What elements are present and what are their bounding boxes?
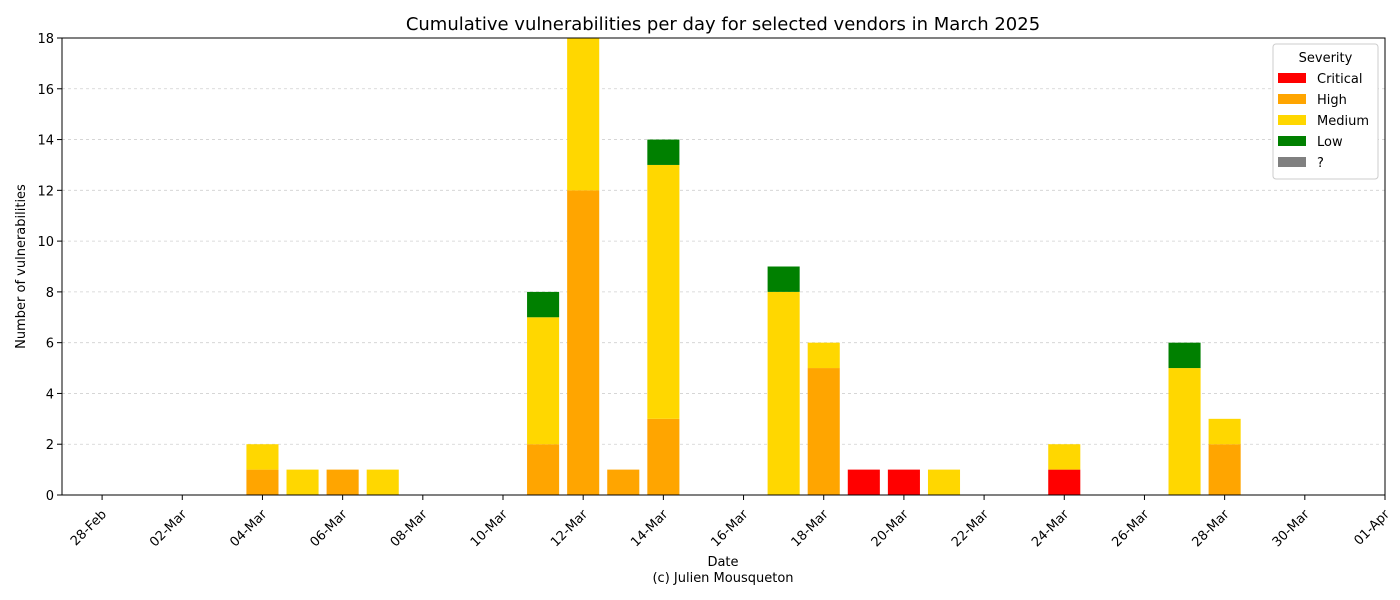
bar-critical <box>887 469 920 495</box>
x-tick-label: 10-Mar <box>468 507 511 550</box>
bar-medium <box>647 164 680 419</box>
bar-medium <box>1208 418 1241 445</box>
x-tick-label: 18-Mar <box>789 507 832 550</box>
y-axis: 0 2 4 6 8 10 12 14 16 18 <box>37 32 62 504</box>
x-axis: 28-Feb 02-Mar 04-Mar 06-Mar 08-Mar 10-Mar 12-M… <box>68 495 1393 550</box>
bar-medium <box>527 317 560 445</box>
bar-low <box>1168 342 1201 369</box>
legend-label: High <box>1317 93 1347 108</box>
legend: Severity Critical High Medium Low? <box>1272 43 1379 180</box>
x-tick-label: 01-Apr <box>1352 507 1394 549</box>
x-axis-label: Date <box>707 555 738 570</box>
x-tick-label: 28-Mar <box>1189 507 1232 550</box>
x-tick-label: 26-Mar <box>1109 507 1152 550</box>
y-tick-label: 2 <box>46 438 54 453</box>
x-tick-label: 20-Mar <box>869 507 912 550</box>
bar-medium <box>366 469 399 495</box>
x-tick-label: 30-Mar <box>1270 507 1313 550</box>
bar-medium <box>927 469 961 495</box>
y-tick-label: 0 <box>46 489 54 504</box>
y-tick-label: 18 <box>37 32 54 47</box>
bar-high <box>567 190 600 496</box>
y-tick-label: 14 <box>37 134 54 149</box>
x-tick-label: 12-Mar <box>548 507 591 550</box>
bar-medium <box>767 291 800 495</box>
legend-label: Critical <box>1317 72 1362 87</box>
y-tick-label: 8 <box>46 286 54 301</box>
bar-medium <box>246 444 279 470</box>
bar-critical <box>1048 469 1081 495</box>
bars <box>246 38 1241 496</box>
chart-title: Cumulative vulnerabilities per day for s… <box>406 14 1040 35</box>
legend-label: Medium <box>1317 114 1369 129</box>
bar-high <box>647 418 680 495</box>
x-tick-label: 28-Feb <box>68 507 110 549</box>
legend-label: ? <box>1317 156 1324 171</box>
y-tick-label: 12 <box>37 184 54 199</box>
y-tick-label: 6 <box>46 337 54 352</box>
bar-low <box>647 139 680 165</box>
gridlines <box>62 88 1385 445</box>
bar-medium <box>1048 444 1081 470</box>
bar-high <box>1208 444 1241 495</box>
bar-low <box>767 266 800 292</box>
legend-swatch <box>1278 73 1306 83</box>
x-tick-label: 22-Mar <box>949 507 992 550</box>
bar-critical <box>847 469 880 495</box>
y-tick-label: 4 <box>46 387 54 402</box>
legend-title: Severity <box>1299 51 1353 66</box>
y-tick-label: 16 <box>37 83 54 98</box>
bar-medium <box>286 469 319 495</box>
plot-frame <box>61 37 1386 496</box>
x-tick-label: 06-Mar <box>307 507 350 550</box>
bar-medium <box>567 38 600 191</box>
x-tick-label: 14-Mar <box>628 507 671 550</box>
legend-swatch <box>1278 157 1306 167</box>
y-axis-label: Number of vulnerabilities <box>14 184 29 349</box>
y-tick-label: 10 <box>37 235 54 250</box>
x-tick-label: 24-Mar <box>1029 507 1072 550</box>
bar-high <box>607 469 640 495</box>
x-tick-label: 08-Mar <box>388 507 431 550</box>
copyright-caption: (c) Julien Mousqueton <box>652 571 793 586</box>
legend-label: Low <box>1317 135 1343 150</box>
bar-high <box>326 469 359 495</box>
x-tick-label: 02-Mar <box>147 507 190 550</box>
bar-medium <box>807 342 840 369</box>
bar-medium <box>1168 368 1201 495</box>
bar-low <box>527 291 560 318</box>
legend-swatch <box>1278 115 1306 125</box>
x-tick-label: 04-Mar <box>227 507 270 550</box>
bar-high <box>807 368 840 495</box>
bar-high <box>246 469 279 495</box>
bar-high <box>527 444 560 495</box>
x-tick-label: 16-Mar <box>708 507 751 550</box>
legend-swatch <box>1278 136 1306 146</box>
legend-swatch <box>1278 94 1306 104</box>
